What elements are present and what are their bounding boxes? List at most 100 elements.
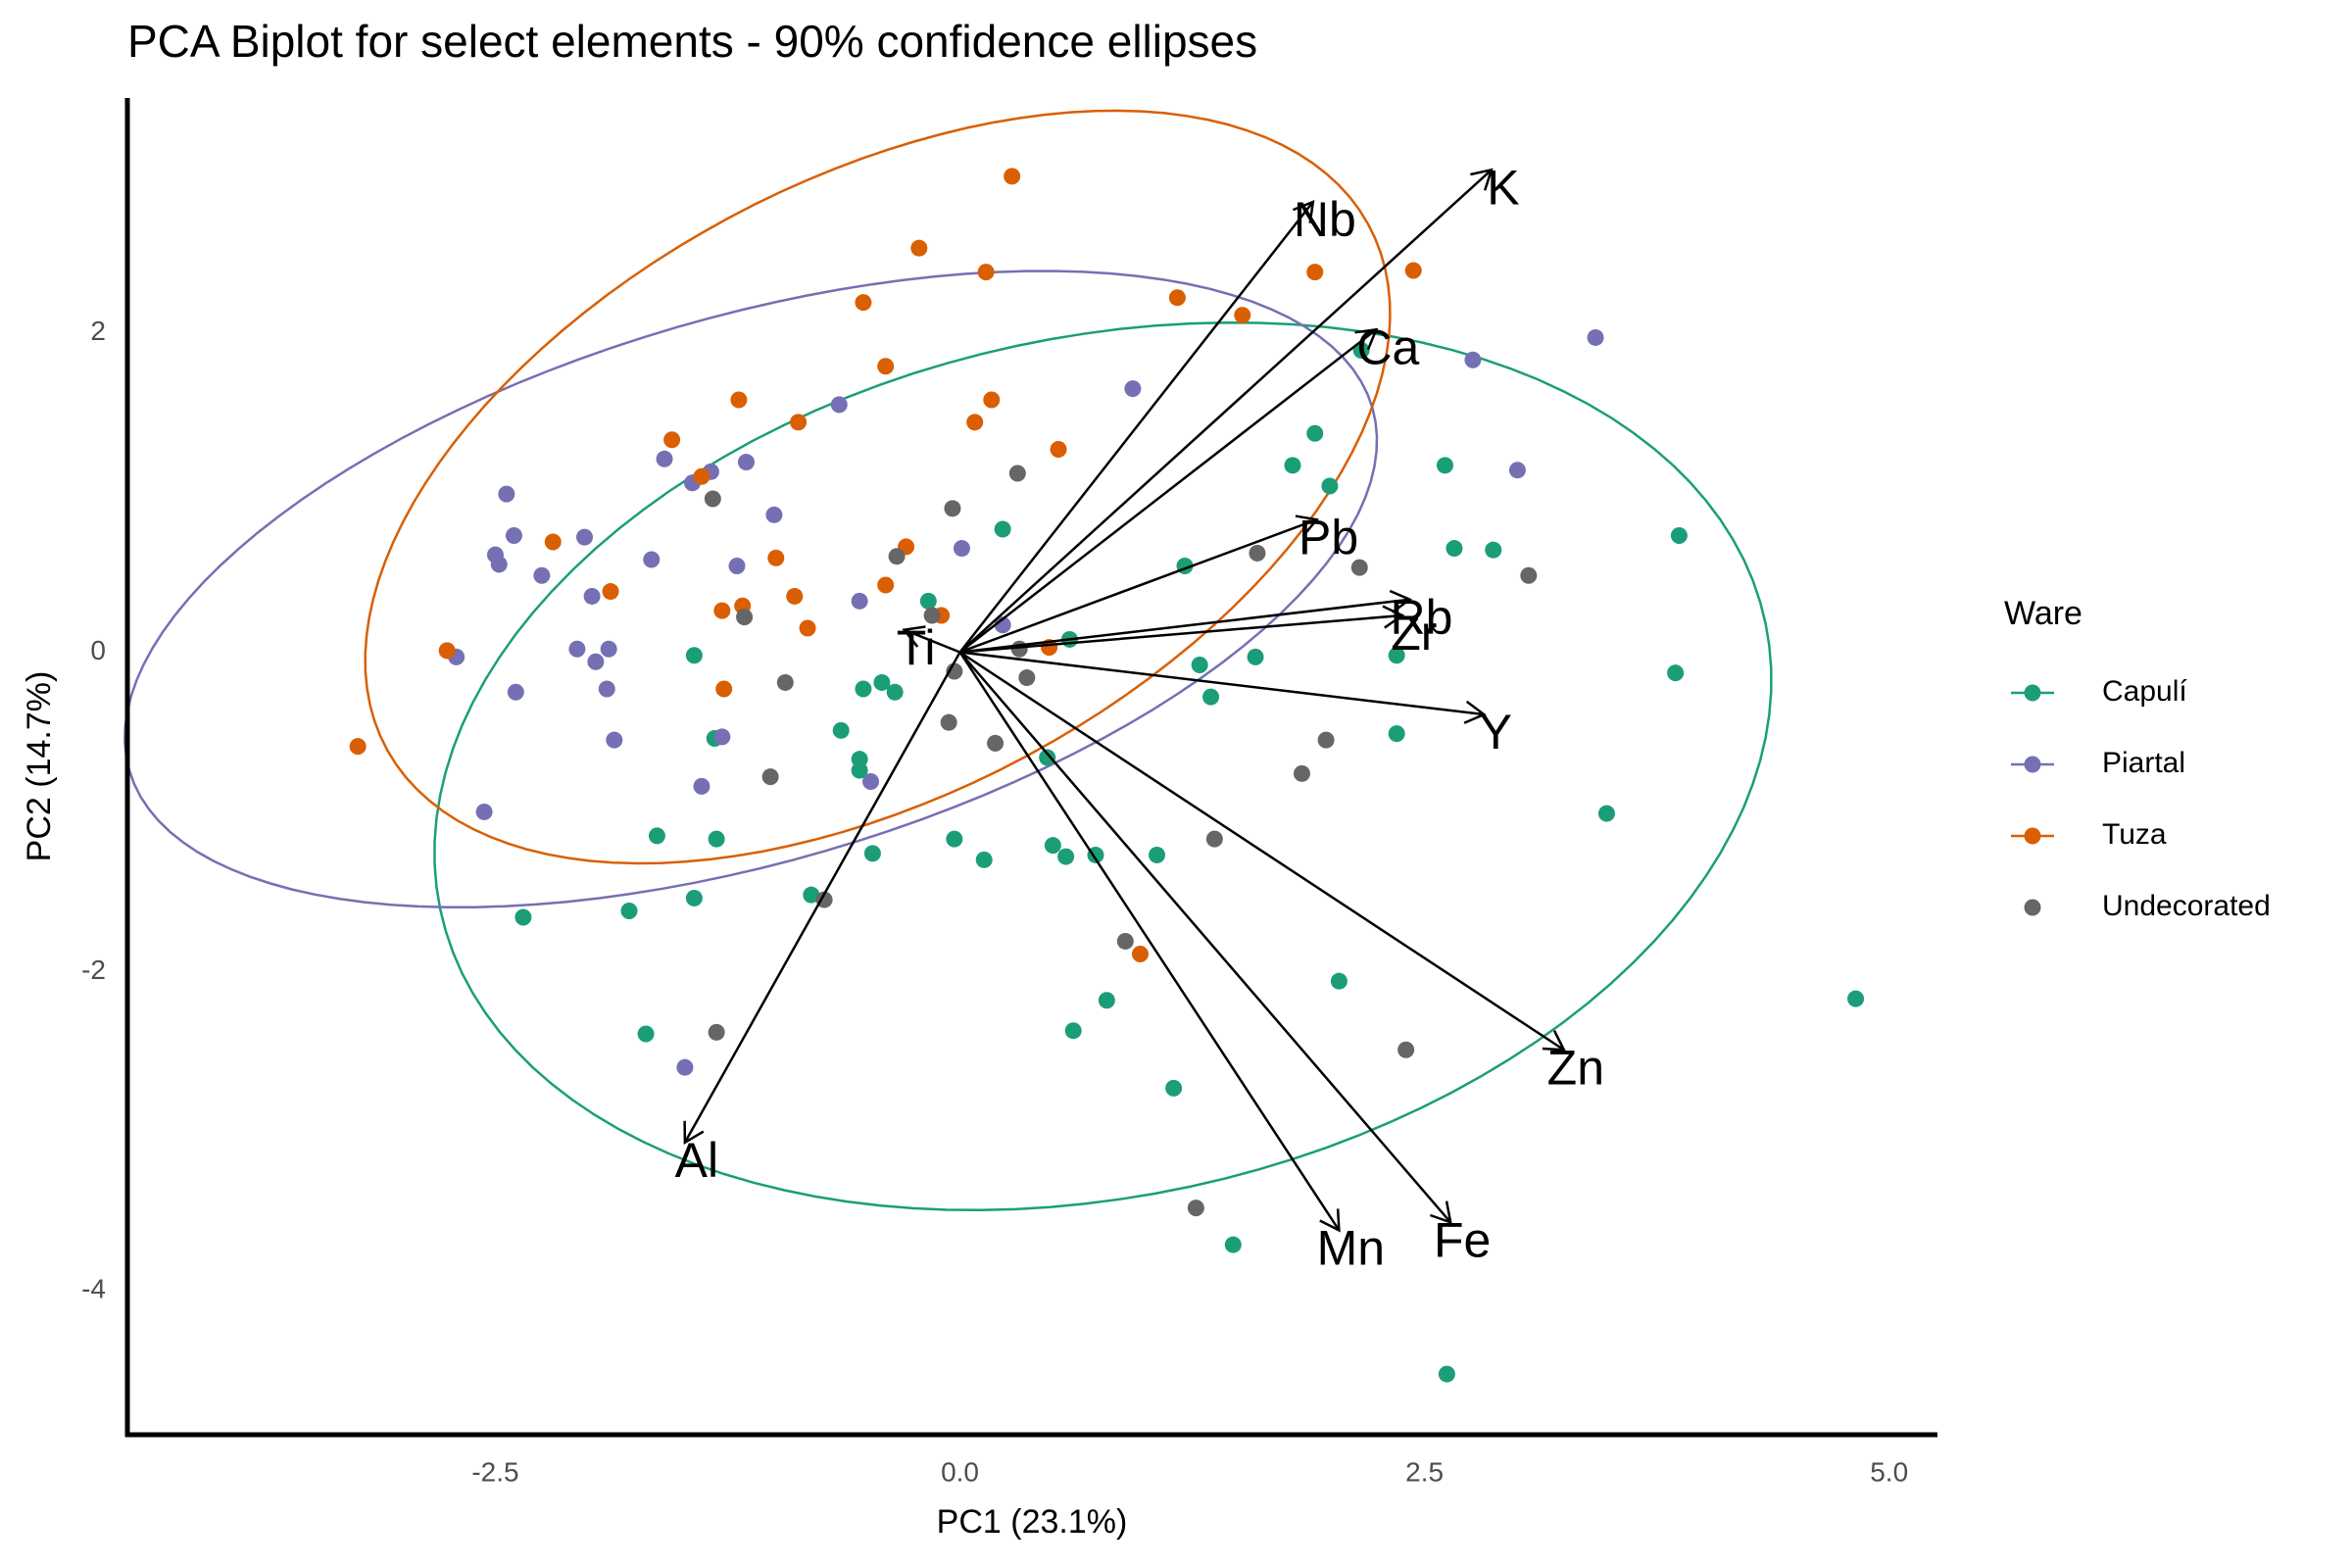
point (923, 607, 941, 624)
point (1436, 457, 1453, 474)
point (708, 830, 725, 848)
arrow-label: Mn (1317, 1221, 1385, 1276)
arrow-label: Zr (1391, 606, 1437, 661)
point (1131, 945, 1149, 962)
point (855, 680, 872, 698)
point (602, 583, 619, 601)
loading-arrow (959, 514, 1319, 654)
point (1044, 837, 1061, 855)
legend-title: Ware (2004, 595, 2082, 632)
point (708, 1023, 725, 1041)
chart-title: PCA Biplot for select elements - 90% con… (127, 16, 1257, 67)
point (1050, 441, 1067, 459)
point (761, 768, 779, 786)
legend-label: Piartal (2102, 747, 2185, 779)
point (873, 673, 891, 691)
point (977, 264, 995, 281)
point (1202, 688, 1220, 706)
point (1057, 848, 1075, 865)
arrow-label: Fe (1434, 1212, 1491, 1267)
point (1234, 307, 1251, 324)
arrow-label: Ca (1356, 319, 1419, 374)
point (685, 647, 703, 664)
point (583, 587, 601, 605)
point (648, 827, 665, 845)
point (910, 239, 928, 257)
point (832, 721, 850, 739)
point (475, 803, 493, 820)
point (1168, 289, 1186, 307)
point (1149, 846, 1166, 863)
point (533, 566, 551, 584)
arrow-label: Y (1480, 705, 1512, 760)
point (1008, 465, 1026, 482)
point (598, 680, 615, 698)
legend-label: Tuza (2102, 818, 2167, 851)
point (1404, 262, 1422, 279)
point (877, 576, 895, 594)
point (786, 587, 804, 605)
point (1306, 264, 1324, 281)
point (1388, 647, 1405, 664)
loading-arrow (959, 589, 1412, 654)
x-tick-label: 2.5 (1405, 1456, 1444, 1487)
point (983, 391, 1001, 409)
loading-arrow (959, 651, 1487, 724)
point (704, 490, 721, 508)
confidence-ellipse (433, 320, 1773, 1212)
confidence-ellipse (123, 270, 1379, 909)
y-axis-label: PC2 (14.7%) (21, 671, 58, 862)
point (737, 454, 755, 471)
point (1224, 1236, 1242, 1253)
point (1205, 830, 1223, 848)
loading-arrow (902, 625, 961, 654)
point (1098, 992, 1115, 1009)
point (940, 713, 957, 731)
point (975, 851, 993, 868)
x-tick-label: 0.0 (941, 1456, 979, 1487)
point (919, 592, 937, 610)
point (1352, 341, 1370, 359)
legend-label: Capulí (2102, 675, 2187, 708)
point (1321, 477, 1339, 495)
y-tick-label: 2 (90, 316, 106, 346)
loading-arrow (958, 651, 1341, 1233)
point (505, 527, 522, 545)
legend-key (2024, 899, 2041, 916)
point (851, 761, 868, 779)
point (1018, 669, 1036, 687)
point (1039, 749, 1056, 766)
confidence-ellipse (364, 109, 1392, 865)
y-tick-label: -4 (81, 1274, 106, 1304)
point (1010, 640, 1028, 658)
point (1350, 559, 1368, 576)
arrow-label: K (1487, 161, 1519, 216)
point (1306, 424, 1324, 442)
point (1446, 540, 1463, 558)
loading-arrow (958, 199, 1315, 654)
point (1388, 725, 1405, 743)
point (715, 680, 733, 698)
point (620, 902, 638, 919)
loading-arrow (958, 168, 1494, 654)
point (713, 602, 731, 619)
point (1397, 1041, 1415, 1058)
point (862, 772, 880, 790)
arrow-label: Al (675, 1133, 718, 1188)
point (1116, 932, 1134, 950)
point (877, 358, 895, 375)
point (606, 731, 623, 749)
y-tick-label: 0 (90, 635, 106, 665)
point (544, 533, 562, 551)
legend-key (2024, 684, 2041, 702)
point (1187, 1200, 1204, 1217)
point (600, 640, 617, 658)
point (944, 500, 961, 517)
point (1485, 541, 1502, 559)
point (587, 653, 605, 670)
point (1124, 380, 1142, 398)
point (953, 540, 970, 558)
point (1293, 764, 1310, 782)
